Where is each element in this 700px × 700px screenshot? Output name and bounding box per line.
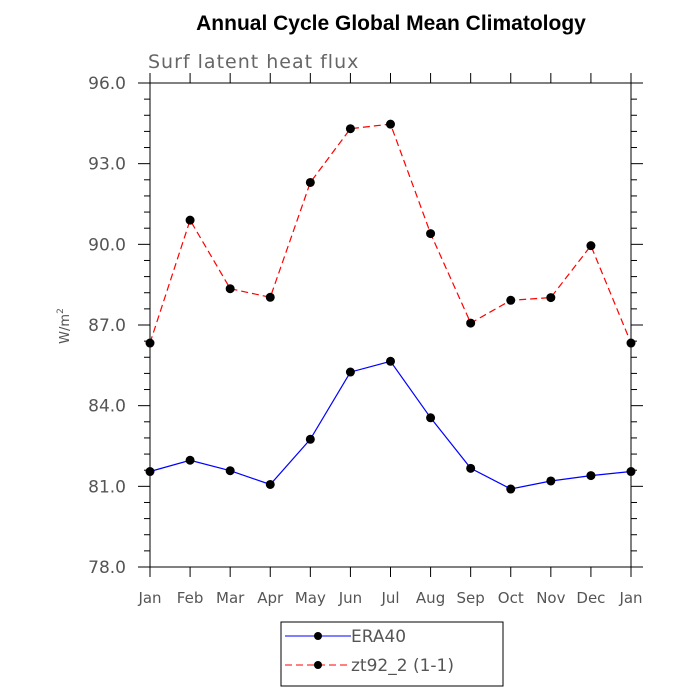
data-point bbox=[466, 318, 476, 328]
data-point bbox=[586, 471, 596, 481]
data-point bbox=[466, 463, 476, 473]
data-point bbox=[345, 367, 355, 377]
data-point bbox=[506, 484, 516, 494]
data-point bbox=[626, 467, 636, 477]
y-tick-label: 78.0 bbox=[88, 558, 126, 578]
x-tick-label: Sep bbox=[457, 589, 485, 607]
x-tick-label: Apr bbox=[257, 589, 284, 607]
y-tick-label: 96.0 bbox=[88, 74, 126, 94]
x-tick-label: Aug bbox=[416, 589, 445, 607]
legend-marker-zt92 bbox=[314, 661, 322, 669]
plot-frame bbox=[149, 82, 632, 568]
data-point bbox=[305, 177, 315, 187]
y-tick-label: 87.0 bbox=[88, 316, 126, 336]
data-point bbox=[386, 356, 395, 366]
x-tick-label: May bbox=[295, 589, 326, 607]
chart-subtitle: Surf latent heat flux bbox=[148, 51, 359, 73]
data-point bbox=[546, 293, 556, 303]
x-tick-label: Jan bbox=[137, 589, 161, 607]
x-axis: Jan Feb Mar Apr May Jun Jul Aug Sep Oct Nov Dec Jan bbox=[137, 73, 643, 607]
x-tick-label: Mar bbox=[216, 589, 245, 607]
x-tick-label: Oct bbox=[498, 589, 524, 607]
chart-title: Annual Cycle Global Mean Climatology bbox=[196, 12, 586, 35]
series-line-1 bbox=[149, 123, 632, 344]
data-point bbox=[185, 455, 195, 465]
legend-label-zt92: zt92_2 (1-1) bbox=[351, 656, 454, 676]
data-point bbox=[426, 413, 436, 423]
x-tick-label: Dec bbox=[576, 589, 605, 607]
data-point bbox=[185, 215, 195, 225]
x-tick-label: Feb bbox=[177, 589, 204, 607]
data-point bbox=[145, 467, 155, 477]
series-layer bbox=[145, 119, 636, 494]
x-tick-label: Nov bbox=[536, 589, 565, 607]
data-point bbox=[305, 434, 315, 444]
data-point bbox=[145, 338, 155, 348]
data-point bbox=[386, 119, 395, 129]
x-tick-label: Jul bbox=[380, 589, 399, 607]
data-point bbox=[265, 292, 275, 302]
y-tick-label: 81.0 bbox=[88, 477, 126, 497]
data-point bbox=[546, 476, 556, 486]
series-line-0 bbox=[149, 360, 632, 490]
data-point bbox=[586, 241, 596, 251]
x-tick-label: Jun bbox=[338, 589, 362, 607]
data-point bbox=[225, 466, 235, 476]
data-point bbox=[626, 338, 636, 348]
legend-label-era40: ERA40 bbox=[351, 627, 406, 647]
data-point bbox=[426, 229, 436, 239]
data-point bbox=[265, 479, 275, 489]
legend: ERA40 zt92_2 (1-1) bbox=[280, 621, 504, 687]
y-tick-label: 90.0 bbox=[88, 235, 126, 255]
data-point bbox=[506, 295, 516, 305]
y-axis-label: W/m2 bbox=[56, 308, 73, 344]
y-tick-label: 93.0 bbox=[88, 155, 126, 175]
legend-marker-era40 bbox=[314, 632, 322, 640]
x-tick-label: Jan bbox=[618, 589, 642, 607]
y-tick-label: 84.0 bbox=[88, 397, 126, 417]
data-point bbox=[225, 284, 235, 294]
data-point bbox=[345, 124, 355, 134]
y-axis: 78.0 81.0 84.0 87.0 90.0 93.0 96.0 bbox=[88, 74, 643, 578]
